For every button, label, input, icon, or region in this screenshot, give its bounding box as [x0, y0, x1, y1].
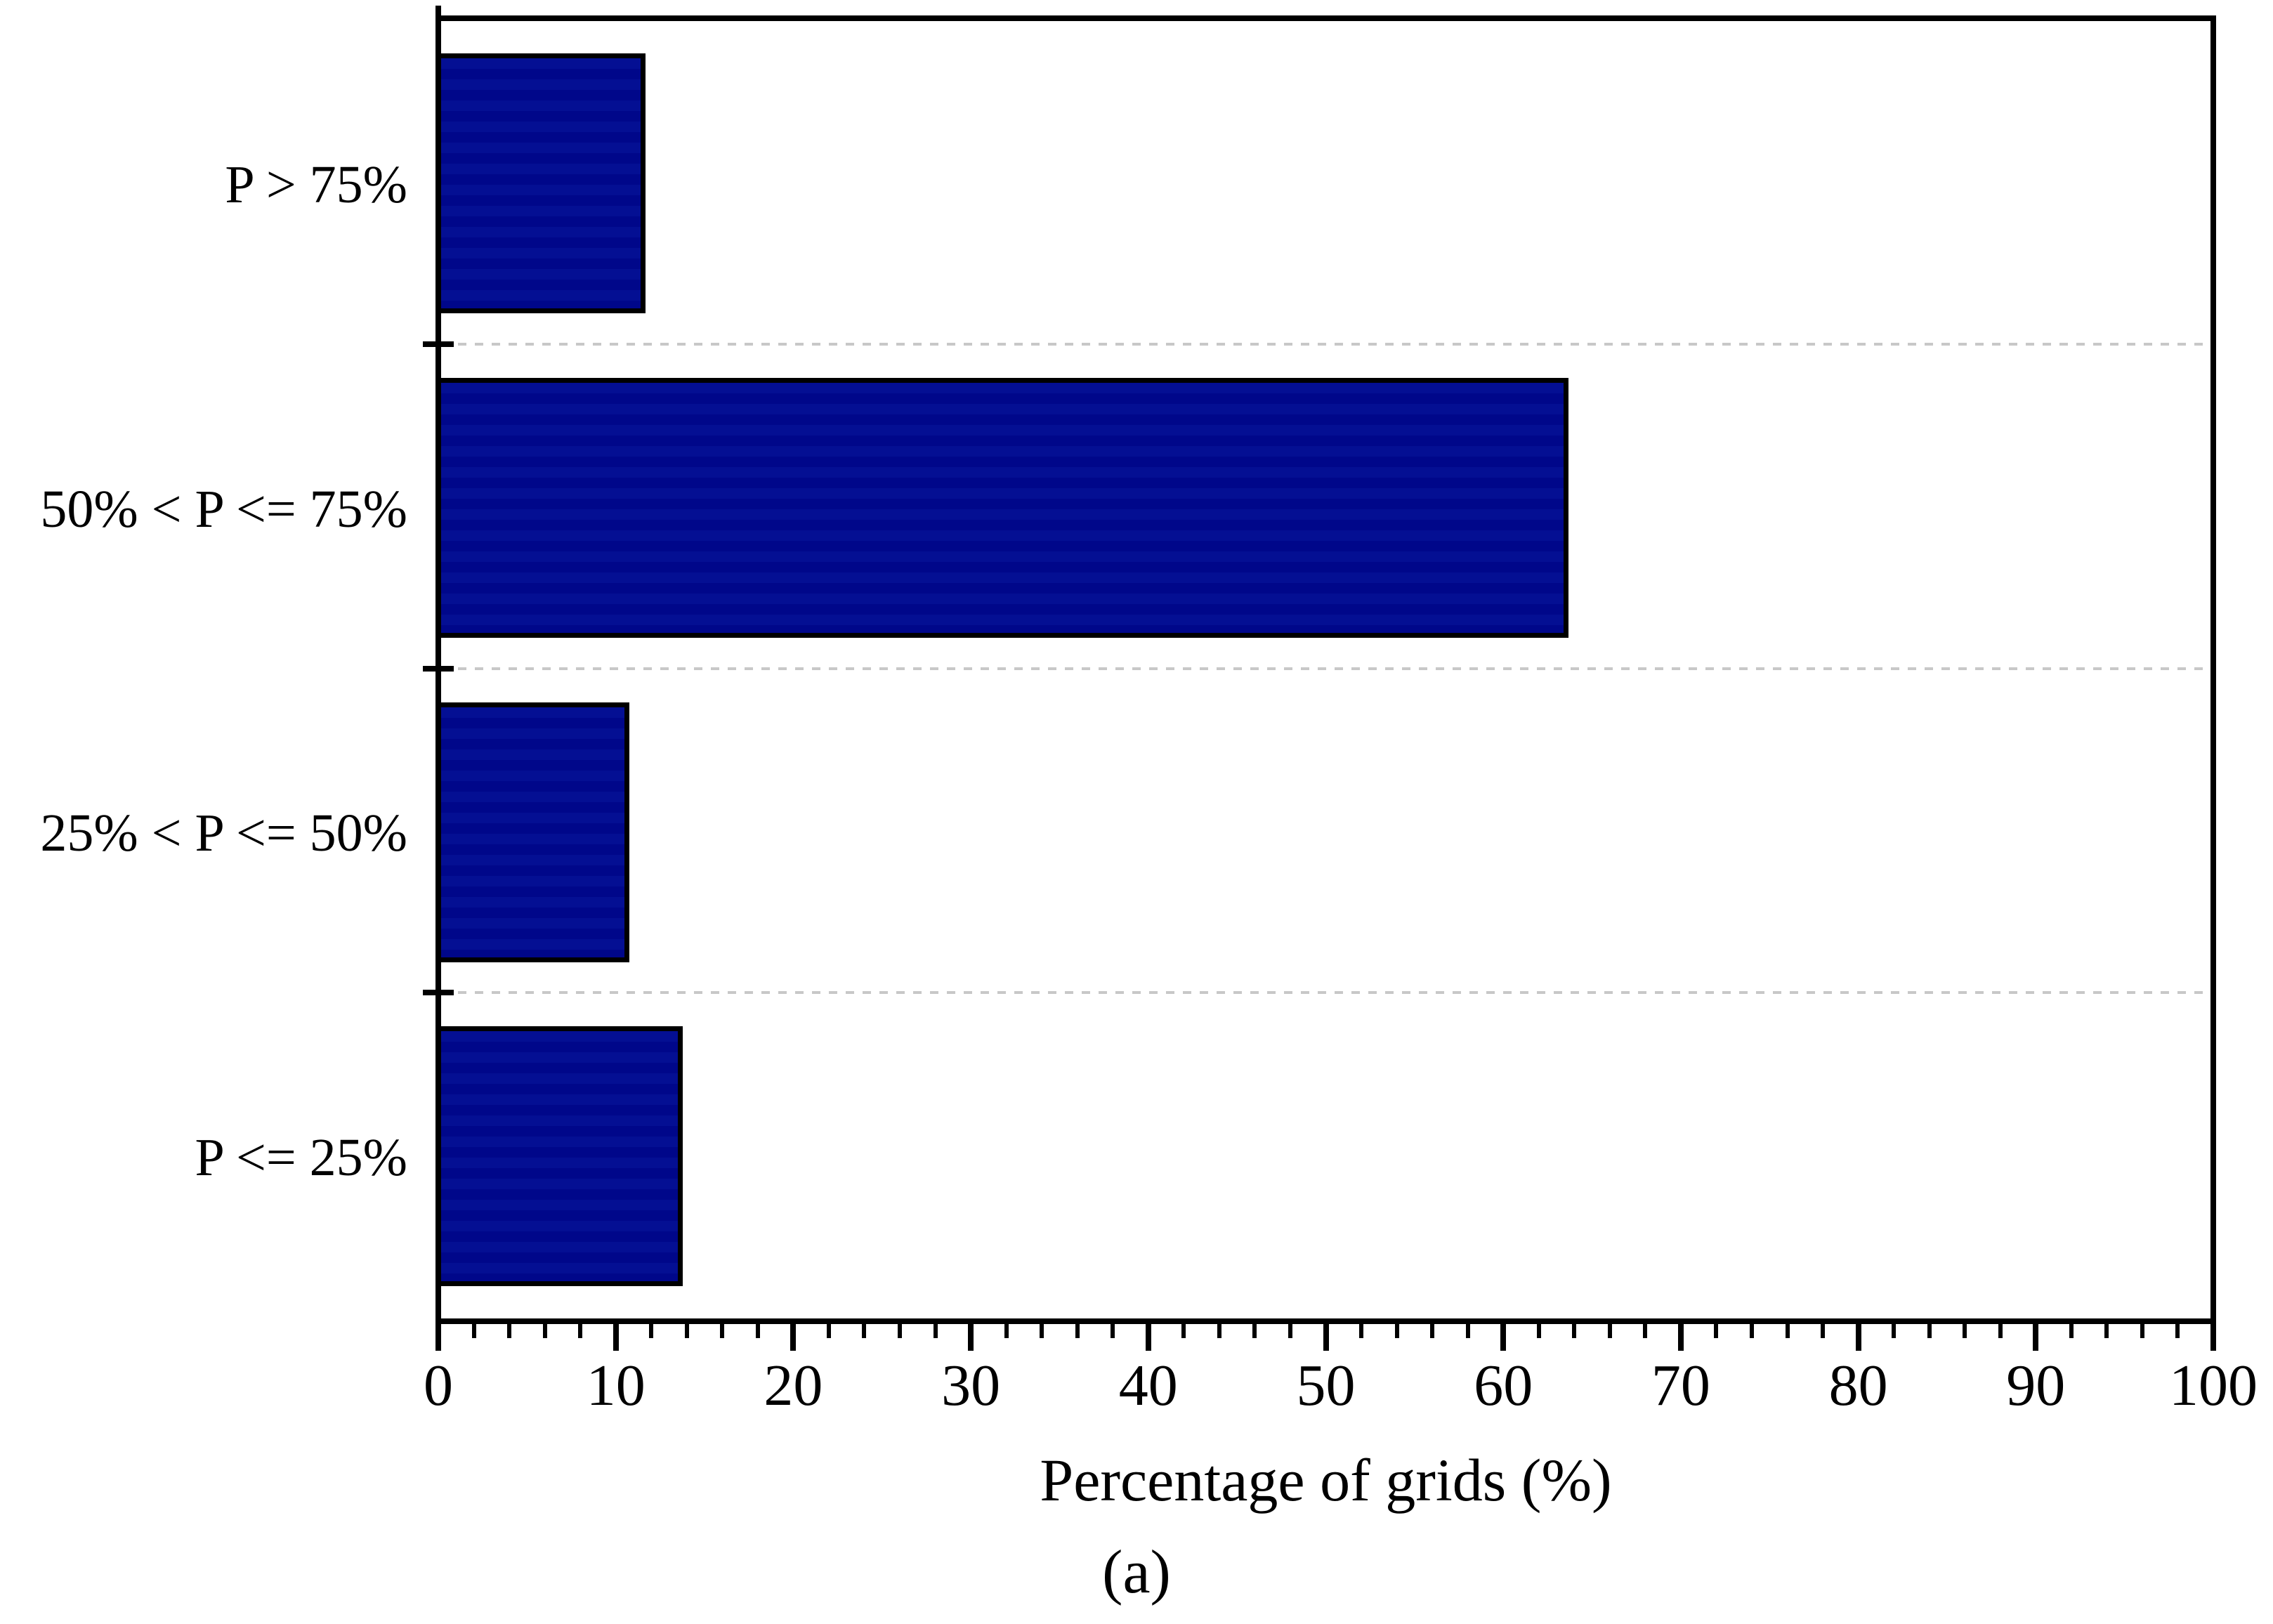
x-axis-tick-label: 90 — [2006, 1353, 2066, 1418]
x-axis-minor-tick — [1785, 1324, 1790, 1338]
x-axis-tick-label: 40 — [1118, 1353, 1178, 1418]
x-axis-minor-tick — [1643, 1324, 1648, 1338]
x-axis-major-tick — [613, 1324, 619, 1351]
x-axis-minor-tick — [1927, 1324, 1932, 1338]
x-axis-minor-tick — [1004, 1324, 1009, 1338]
y-axis-tick — [423, 990, 454, 995]
x-axis-major-tick — [1677, 1324, 1684, 1351]
x-axis-tick-label: 10 — [586, 1353, 646, 1418]
x-axis-minor-tick — [507, 1324, 512, 1338]
x-axis-minor-tick — [1714, 1324, 1719, 1338]
x-axis-minor-tick — [862, 1324, 867, 1338]
x-axis-tick-label: 80 — [1828, 1353, 1888, 1418]
bar-50-lt-p-le-75 — [441, 378, 1568, 638]
x-axis-minor-tick — [1075, 1324, 1080, 1338]
x-axis-minor-tick — [1430, 1324, 1435, 1338]
x-axis-tick-label: 50 — [1296, 1353, 1356, 1418]
x-axis-minor-tick — [1607, 1324, 1612, 1338]
x-axis-minor-tick — [1252, 1324, 1257, 1338]
x-axis-minor-tick — [1998, 1324, 2003, 1338]
x-axis-tick-label: 70 — [1651, 1353, 1710, 1418]
x-axis-minor-tick — [1040, 1324, 1044, 1338]
category-label: 25% < P <= 50% — [40, 804, 407, 863]
plot-area — [423, 15, 2216, 1324]
x-axis-major-tick — [2210, 1324, 2216, 1351]
x-axis-minor-tick — [542, 1324, 547, 1338]
x-axis-major-tick — [1855, 1324, 1861, 1351]
x-axis-minor-tick — [1359, 1324, 1364, 1338]
x-axis-tick-label: 20 — [764, 1353, 823, 1418]
x-axis-tick-label: 0 — [424, 1353, 453, 1418]
x-axis-major-tick — [435, 1324, 441, 1351]
category-label: 50% < P <= 75% — [40, 480, 407, 539]
x-axis-minor-tick — [2104, 1324, 2109, 1338]
x-axis-minor-tick — [1749, 1324, 1754, 1338]
x-axis-tick-label: 60 — [1474, 1353, 1533, 1418]
category-label: P <= 25% — [195, 1128, 407, 1187]
x-axis-minor-tick — [933, 1324, 938, 1338]
bar-p-le-25 — [441, 1026, 683, 1286]
x-axis-minor-tick — [1572, 1324, 1577, 1338]
x-axis-major-tick — [790, 1324, 797, 1351]
category-separator-gridline — [441, 343, 2210, 346]
x-axis-major-tick — [1500, 1324, 1507, 1351]
x-axis-minor-tick — [1821, 1324, 1826, 1338]
y-axis-corner-tick — [435, 6, 441, 17]
x-axis-minor-tick — [1465, 1324, 1470, 1338]
x-axis-minor-tick — [1963, 1324, 1967, 1338]
x-axis-minor-tick — [578, 1324, 583, 1338]
x-axis-minor-tick — [1217, 1324, 1221, 1338]
category-separator-gridline — [441, 667, 2210, 670]
figure-caption: (a) — [1102, 1538, 1171, 1606]
x-axis-minor-tick — [1536, 1324, 1541, 1338]
x-axis-major-tick — [2033, 1324, 2039, 1351]
x-axis-minor-tick — [1892, 1324, 1897, 1338]
x-axis-minor-tick — [2175, 1324, 2180, 1338]
x-axis-minor-tick — [1181, 1324, 1186, 1338]
category-label: P > 75% — [225, 155, 407, 214]
y-axis-tick — [423, 341, 454, 347]
x-axis-minor-tick — [471, 1324, 476, 1338]
x-axis-minor-tick — [826, 1324, 831, 1338]
x-axis-minor-tick — [2069, 1324, 2074, 1338]
x-axis-tick-label: 100 — [2169, 1353, 2258, 1418]
x-axis-major-tick — [968, 1324, 974, 1351]
x-axis-minor-tick — [755, 1324, 760, 1338]
x-axis-major-tick — [1145, 1324, 1151, 1351]
x-axis-minor-tick — [1288, 1324, 1292, 1338]
x-axis-minor-tick — [898, 1324, 903, 1338]
x-axis-major-tick — [1323, 1324, 1329, 1351]
x-axis-minor-tick — [649, 1324, 654, 1338]
category-separator-gridline — [441, 991, 2210, 994]
x-axis-minor-tick — [2140, 1324, 2144, 1338]
x-axis-minor-tick — [684, 1324, 689, 1338]
x-axis-minor-tick — [720, 1324, 725, 1338]
bar-25-lt-p-le-50 — [441, 702, 629, 962]
x-axis-minor-tick — [1394, 1324, 1399, 1338]
x-axis-minor-tick — [1111, 1324, 1115, 1338]
bar-p-gt-75 — [441, 53, 646, 313]
x-axis-title: Percentage of grids (%) — [1040, 1446, 1612, 1514]
y-axis-tick — [423, 666, 454, 672]
x-axis-tick-label: 30 — [941, 1353, 1001, 1418]
